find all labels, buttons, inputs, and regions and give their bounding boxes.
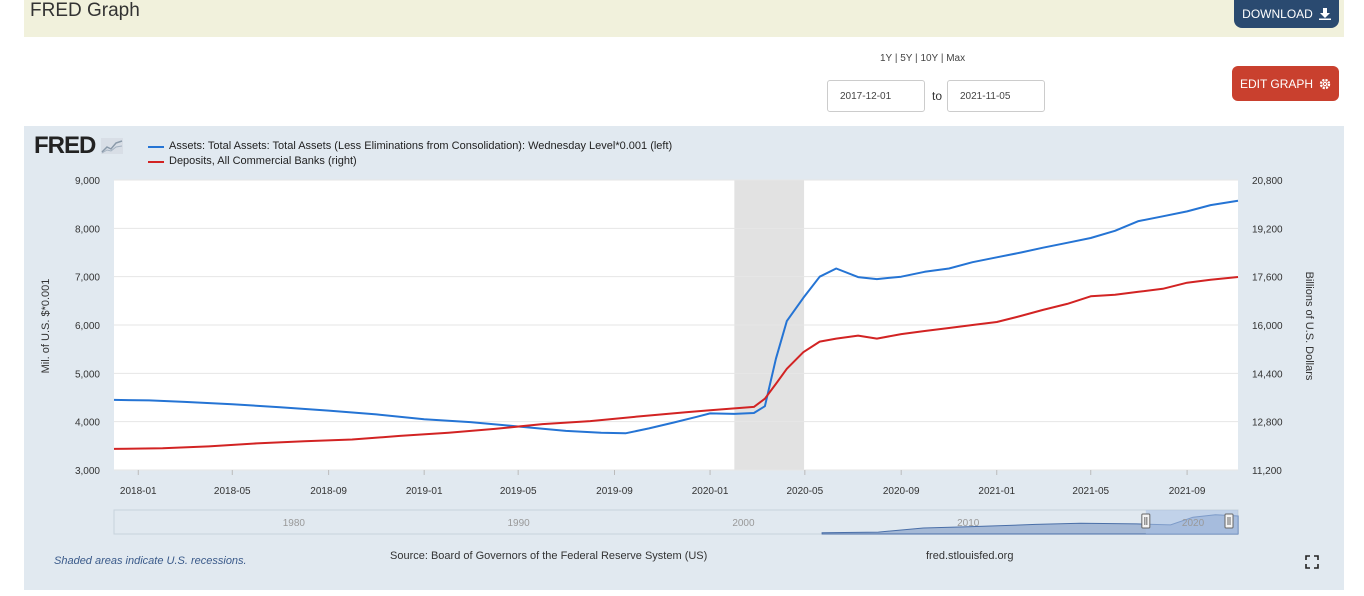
- x-tick-label: 2021-09: [1169, 486, 1206, 497]
- series-line-deposits: [113, 276, 1239, 450]
- header-bar: FRED Graph: [24, 0, 1344, 37]
- left-axis-label: Mil. of U.S. $*0.001: [40, 279, 52, 374]
- download-icon: [1318, 8, 1331, 20]
- x-tick-label: 2021-05: [1072, 486, 1109, 497]
- plot-area: 3,000 4,000 5,000 6,000 7,000 8,000 9,000 11,20…: [75, 176, 1283, 535]
- x-tick-label: 2019-01: [406, 486, 443, 497]
- right-tick-label: 19,200: [1252, 224, 1283, 235]
- fullscreen-icon[interactable]: [1305, 555, 1319, 572]
- start-date-input[interactable]: [827, 80, 925, 112]
- right-axis-label: Billions of U.S. Dollars: [1303, 272, 1315, 381]
- legend-label-deposits: Deposits, All Commercial Banks (right): [169, 155, 357, 167]
- source-note: Source: Board of Governors of the Federa…: [390, 550, 708, 562]
- range-separator: |: [892, 53, 901, 64]
- recession-note: Shaded areas indicate U.S. recessions.: [54, 555, 247, 567]
- x-tick-label: 2019-09: [596, 486, 633, 497]
- page-title: FRED Graph: [30, 0, 140, 21]
- left-tick-label: 8,000: [75, 224, 100, 235]
- range-link-10y[interactable]: 10Y: [920, 53, 939, 64]
- graph-panel: FRED Assets: Total Assets: Total Assets …: [24, 126, 1344, 590]
- navigator-label: 2010: [957, 518, 980, 529]
- series-line-assets: [113, 199, 1239, 435]
- to-label: to: [932, 89, 943, 103]
- fred-logo: FRED: [34, 132, 124, 160]
- navigator-label: 2020: [1182, 518, 1205, 529]
- legend-label-assets: Assets: Total Assets: Total Assets (Less…: [169, 140, 673, 152]
- x-tick-label: 2018-09: [310, 486, 347, 497]
- right-tick-label: 11,200: [1252, 466, 1282, 477]
- right-tick-label: 17,600: [1252, 273, 1283, 284]
- navigator-selection: [1145, 510, 1238, 534]
- right-tick-label: 16,000: [1252, 321, 1283, 332]
- left-tick-label: 4,000: [75, 418, 100, 429]
- range-link-max[interactable]: Max: [946, 53, 966, 64]
- legend-swatch-deposits: [148, 160, 164, 163]
- download-label: DOWNLOAD: [1242, 7, 1313, 21]
- range-separator: |: [912, 53, 921, 64]
- left-tick-label: 6,000: [75, 321, 100, 332]
- site-url[interactable]: fred.stlouisfed.org: [926, 550, 1014, 562]
- navigator-handle[interactable]: [1224, 513, 1234, 529]
- right-tick-label: 12,800: [1252, 418, 1283, 429]
- range-link-1y[interactable]: 1Y: [880, 53, 893, 64]
- x-tick-label: 2020-05: [786, 486, 823, 497]
- x-tick-label: 2020-09: [883, 486, 920, 497]
- edit-graph-label: EDIT GRAPH: [1239, 76, 1314, 91]
- range-links: 1Y | 5Y | 10Y | Max: [880, 53, 965, 64]
- chart-svg[interactable]: 3,000 4,000 5,000 6,000 7,000 8,000 9,000 11,20…: [24, 126, 1344, 546]
- navigator-label: 1990: [508, 518, 531, 529]
- chart-legend: Assets: Total Assets: Total Assets (Less…: [148, 139, 672, 169]
- x-tick-label: 2019-05: [500, 486, 537, 497]
- chart-line-icon: [101, 138, 124, 154]
- left-tick-label: 9,000: [75, 176, 100, 187]
- right-tick-label: 20,800: [1252, 176, 1283, 187]
- left-tick-label: 3,000: [75, 466, 100, 477]
- edit-graph-button[interactable]: EDIT GRAPH: [1232, 66, 1339, 101]
- x-tick-label: 2018-01: [120, 486, 157, 497]
- navigator-label: 2000: [732, 518, 755, 529]
- x-tick-label: 2021-01: [978, 486, 1015, 497]
- legend-item-deposits[interactable]: Deposits, All Commercial Banks (right): [148, 154, 672, 169]
- x-tick-label: 2018-05: [214, 486, 251, 497]
- legend-swatch-assets: [148, 145, 164, 148]
- end-date-input[interactable]: [947, 80, 1045, 112]
- navigator-label: 1980: [283, 518, 306, 529]
- left-tick-label: 5,000: [75, 369, 100, 380]
- left-tick-label: 7,000: [75, 273, 100, 284]
- x-tick-label: 2020-01: [692, 486, 729, 497]
- fred-logo-text: FRED: [34, 132, 96, 159]
- navigator-handle[interactable]: [1141, 513, 1151, 529]
- range-separator: |: [938, 53, 947, 64]
- download-button[interactable]: DOWNLOAD: [1234, 0, 1339, 28]
- range-link-5y[interactable]: 5Y: [900, 53, 913, 64]
- right-tick-label: 14,400: [1252, 369, 1283, 380]
- legend-item-assets[interactable]: Assets: Total Assets: Total Assets (Less…: [148, 139, 672, 154]
- gear-icon: [1319, 78, 1331, 89]
